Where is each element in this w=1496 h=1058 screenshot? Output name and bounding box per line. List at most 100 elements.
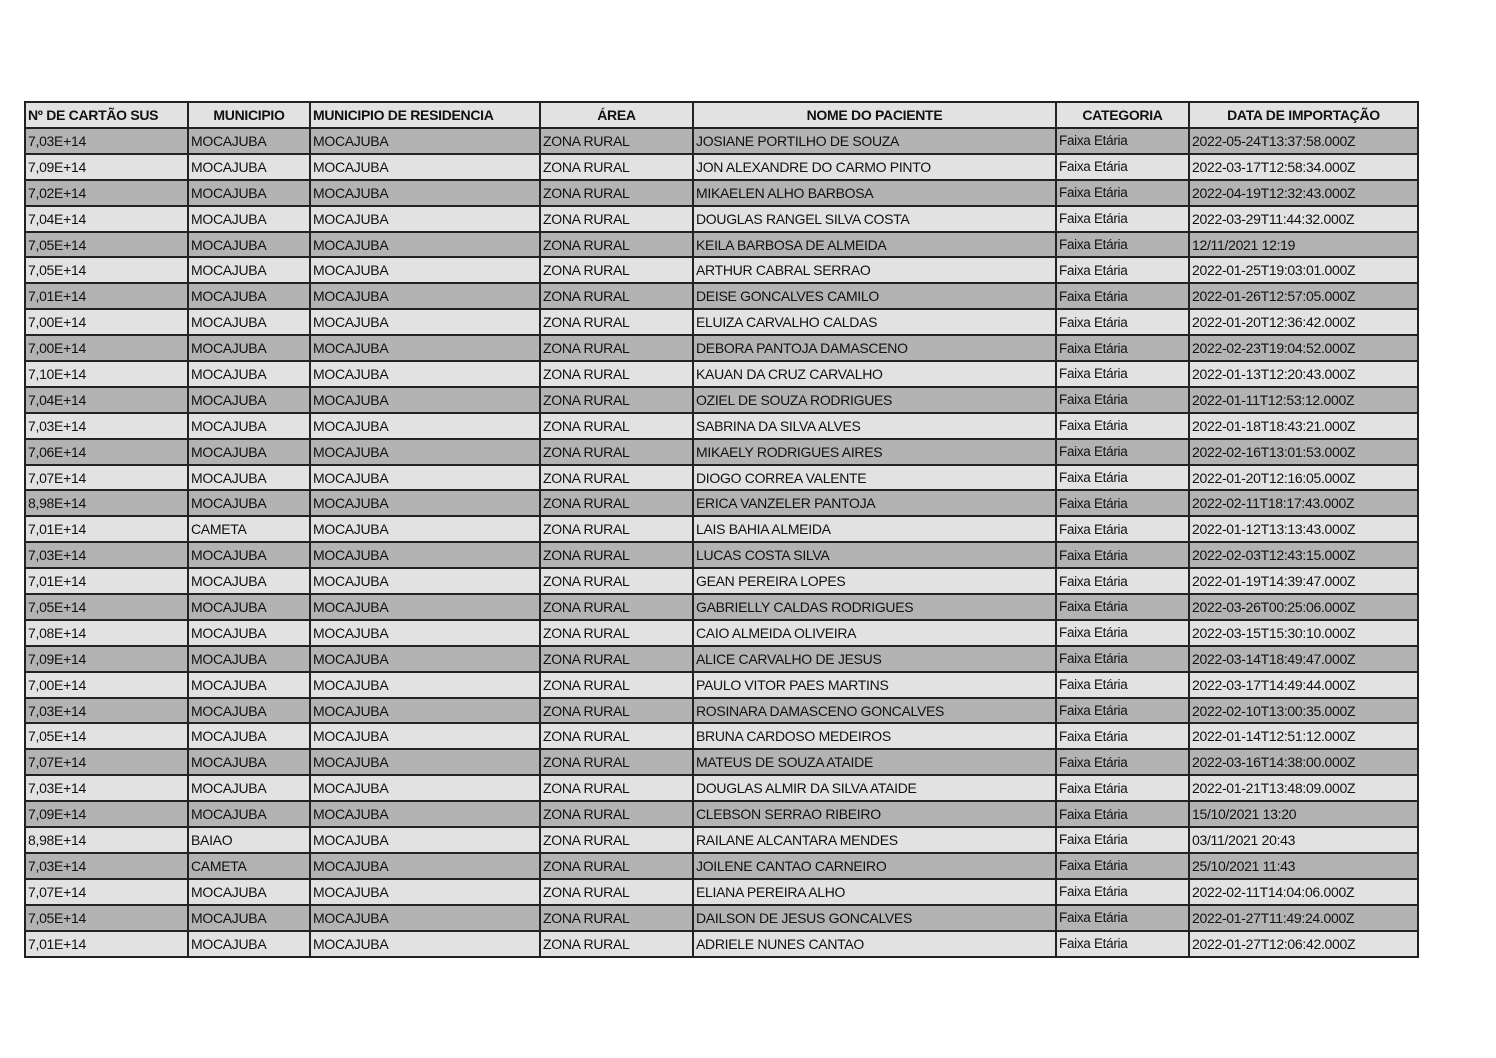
table-row: 7,04E+14 MOCAJUBA MOCAJUBA ZONA RURAL OZIEL … [24, 385, 1419, 414]
cell-area: ZONA RURAL [539, 282, 694, 311]
cell-data-importacao: 2022-01-18T18:43:21.000Z [1188, 411, 1419, 440]
cell-categoria: Faixa Etária [1055, 127, 1190, 155]
cell-municipio-residencia: MOCAJUBA [309, 230, 541, 259]
cell-data-importacao: 2022-01-12T13:13:43.000Z [1188, 515, 1419, 544]
cell-area: ZONA RURAL [539, 826, 694, 854]
cell-data-importacao: 2022-03-17T14:49:44.000Z [1188, 670, 1419, 699]
cell-cartao-sus: 7,09E+14 [24, 800, 189, 829]
cell-area: ZONA RURAL [539, 360, 694, 388]
cell-municipio-residencia: MOCAJUBA [309, 722, 541, 751]
cell-municipio: MOCAJUBA [187, 644, 311, 673]
cell-municipio-residencia: MOCAJUBA [309, 256, 541, 285]
cell-categoria: Faixa Etária [1055, 851, 1190, 880]
cell-municipio-residencia: MOCAJUBA [309, 489, 541, 518]
cell-nome-paciente: ALICE CARVALHO DE JESUS [692, 644, 1057, 673]
cell-area: ZONA RURAL [539, 903, 694, 932]
cell-municipio: MOCAJUBA [187, 437, 311, 466]
cell-categoria: Faixa Etária [1055, 541, 1190, 570]
cell-nome-paciente: ERICA VANZELER PANTOJA [692, 489, 1057, 518]
table-row: 7,08E+14 MOCAJUBA MOCAJUBA ZONA RURAL CAIO A… [24, 618, 1419, 647]
cell-nome-paciente: JOILENE CANTAO CARNEIRO [692, 851, 1057, 880]
cell-municipio: MOCAJUBA [187, 360, 311, 388]
cell-nome-paciente: LUCAS COSTA SILVA [692, 541, 1057, 570]
cell-data-importacao: 2022-03-17T12:58:34.000Z [1188, 152, 1419, 181]
cell-nome-paciente: BRUNA CARDOSO MEDEIROS [692, 722, 1057, 751]
cell-municipio-residencia: MOCAJUBA [309, 670, 541, 699]
cell-municipio-residencia: MOCAJUBA [309, 385, 541, 414]
cell-data-importacao: 2022-02-03T12:43:15.000Z [1188, 541, 1419, 570]
cell-municipio: MOCAJUBA [187, 204, 311, 233]
cell-municipio-residencia: MOCAJUBA [309, 360, 541, 388]
table-row: 7,01E+14 MOCAJUBA MOCAJUBA ZONA RURAL GEAN P… [24, 567, 1419, 596]
header-area: ÁREA [539, 101, 694, 129]
header-nome-paciente: NOME DO PACIENTE [692, 101, 1057, 129]
table-body: 7,03E+14 MOCAJUBA MOCAJUBA ZONA RURAL JOSIAN… [24, 127, 1419, 958]
cell-cartao-sus: 7,05E+14 [24, 903, 189, 932]
cell-data-importacao: 2022-01-27T11:49:24.000Z [1188, 903, 1419, 932]
cell-municipio-residencia: MOCAJUBA [309, 877, 541, 906]
cell-municipio: MOCAJUBA [187, 463, 311, 492]
cell-cartao-sus: 7,05E+14 [24, 230, 189, 259]
table-row: 7,05E+14 MOCAJUBA MOCAJUBA ZONA RURAL GABRIE… [24, 593, 1419, 621]
cell-categoria: Faixa Etária [1055, 437, 1190, 466]
cell-municipio-residencia: MOCAJUBA [309, 567, 541, 596]
table-row: 7,03E+14 MOCAJUBA MOCAJUBA ZONA RURAL LUCAS … [24, 541, 1419, 570]
cell-categoria: Faixa Etária [1055, 152, 1190, 181]
cell-categoria: Faixa Etária [1055, 748, 1190, 777]
cell-cartao-sus: 7,04E+14 [24, 385, 189, 414]
cell-area: ZONA RURAL [539, 877, 694, 906]
cell-data-importacao: 2022-03-14T18:49:47.000Z [1188, 644, 1419, 673]
cell-cartao-sus: 7,03E+14 [24, 851, 189, 880]
table-row: 7,02E+14 MOCAJUBA MOCAJUBA ZONA RURAL MIKAEL… [24, 178, 1419, 207]
cell-municipio-residencia: MOCAJUBA [309, 334, 541, 363]
cell-data-importacao: 2022-02-11T18:17:43.000Z [1188, 489, 1419, 518]
cell-area: ZONA RURAL [539, 800, 694, 829]
cell-data-importacao: 2022-01-19T14:39:47.000Z [1188, 567, 1419, 596]
cell-municipio-residencia: MOCAJUBA [309, 696, 541, 725]
cell-municipio: MOCAJUBA [187, 877, 311, 906]
cell-cartao-sus: 7,01E+14 [24, 929, 189, 958]
cell-categoria: Faixa Etária [1055, 903, 1190, 932]
cell-categoria: Faixa Etária [1055, 360, 1190, 388]
cell-municipio-residencia: MOCAJUBA [309, 800, 541, 829]
cell-area: ZONA RURAL [539, 127, 694, 155]
cell-cartao-sus: 7,01E+14 [24, 515, 189, 544]
cell-municipio: MOCAJUBA [187, 152, 311, 181]
cell-municipio-residencia: MOCAJUBA [309, 437, 541, 466]
cell-municipio: MOCAJUBA [187, 929, 311, 958]
cell-cartao-sus: 7,03E+14 [24, 774, 189, 803]
table-row: 7,03E+14 MOCAJUBA MOCAJUBA ZONA RURAL JOSIAN… [24, 127, 1419, 155]
cell-municipio-residencia: MOCAJUBA [309, 282, 541, 311]
cell-cartao-sus: 7,05E+14 [24, 256, 189, 285]
cell-nome-paciente: ADRIELE NUNES CANTAO [692, 929, 1057, 958]
cell-municipio: MOCAJUBA [187, 256, 311, 285]
table-row: 8,98E+14 BAIAO MOCAJUBA ZONA RURAL RAILANE A… [24, 826, 1419, 854]
cell-cartao-sus: 7,07E+14 [24, 748, 189, 777]
cell-nome-paciente: PAULO VITOR PAES MARTINS [692, 670, 1057, 699]
cell-categoria: Faixa Etária [1055, 800, 1190, 829]
cell-area: ZONA RURAL [539, 515, 694, 544]
cell-categoria: Faixa Etária [1055, 230, 1190, 259]
cell-area: ZONA RURAL [539, 411, 694, 440]
cell-nome-paciente: ROSINARA DAMASCENO GONCALVES [692, 696, 1057, 725]
cell-municipio: MOCAJUBA [187, 567, 311, 596]
cell-nome-paciente: OZIEL DE SOUZA RODRIGUES [692, 385, 1057, 414]
cell-municipio: MOCAJUBA [187, 334, 311, 363]
cell-municipio-residencia: MOCAJUBA [309, 463, 541, 492]
cell-cartao-sus: 7,03E+14 [24, 411, 189, 440]
cell-categoria: Faixa Etária [1055, 282, 1190, 311]
cell-data-importacao: 2022-01-26T12:57:05.000Z [1188, 282, 1419, 311]
cell-nome-paciente: GABRIELLY CALDAS RODRIGUES [692, 593, 1057, 621]
cell-nome-paciente: CAIO ALMEIDA OLIVEIRA [692, 618, 1057, 647]
cell-nome-paciente: SABRINA DA SILVA ALVES [692, 411, 1057, 440]
cell-categoria: Faixa Etária [1055, 256, 1190, 285]
cell-municipio: MOCAJUBA [187, 670, 311, 699]
table-row: 7,05E+14 MOCAJUBA MOCAJUBA ZONA RURAL KEILA … [24, 230, 1419, 259]
cell-area: ZONA RURAL [539, 308, 694, 337]
cell-categoria: Faixa Etária [1055, 385, 1190, 414]
cell-cartao-sus: 7,00E+14 [24, 308, 189, 337]
cell-municipio: MOCAJUBA [187, 282, 311, 311]
table-row: 7,00E+14 MOCAJUBA MOCAJUBA ZONA RURAL PAULO … [24, 670, 1419, 699]
cell-area: ZONA RURAL [539, 567, 694, 596]
cell-municipio: MOCAJUBA [187, 696, 311, 725]
